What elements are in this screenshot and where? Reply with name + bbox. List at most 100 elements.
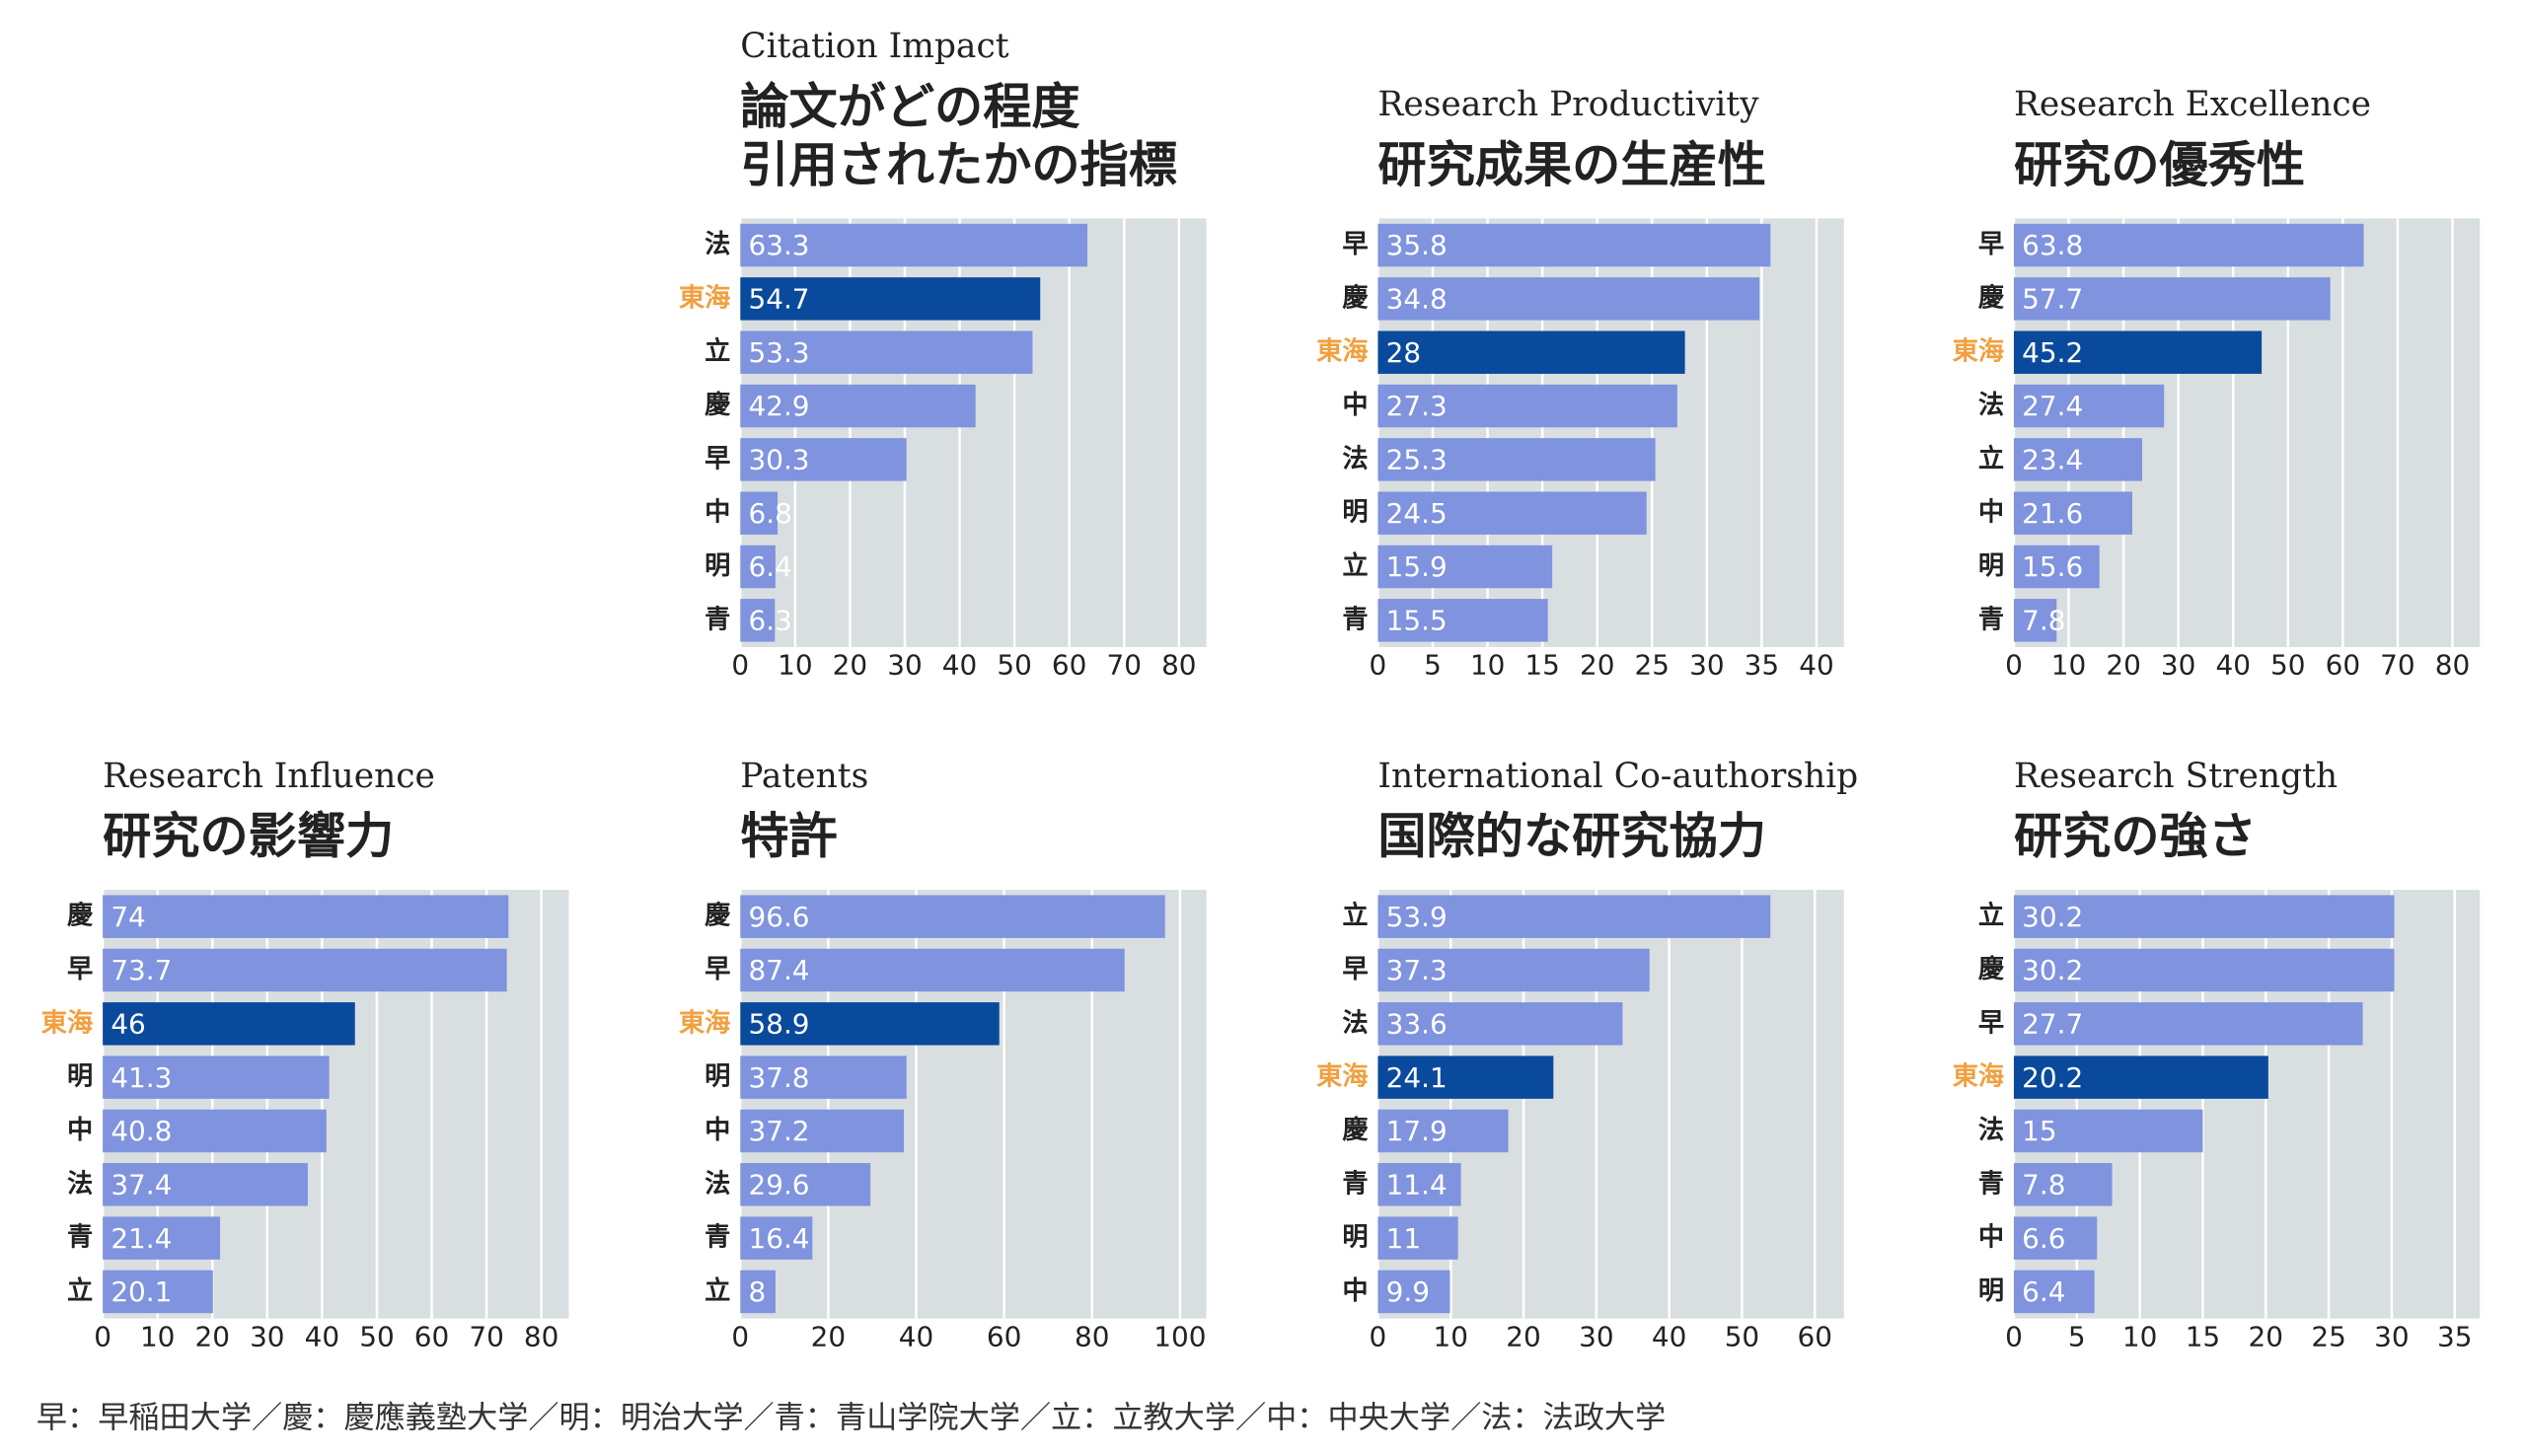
bar: [740, 438, 907, 481]
bar: [740, 1216, 813, 1260]
value-label: 15.6: [2022, 550, 2083, 583]
value-label: 11: [1386, 1222, 1421, 1255]
value-label: 57.7: [2022, 283, 2083, 316]
value-label: 7.8: [2022, 1168, 2065, 1201]
value-label: 17.9: [1386, 1115, 1448, 1147]
value-label: 29.6: [748, 1168, 809, 1201]
y-tick-label: 立: [705, 336, 730, 367]
value-label: 37.4: [111, 1168, 172, 1201]
value-label: 37.2: [748, 1115, 809, 1147]
value-label: 63.3: [748, 229, 809, 261]
y-tick-label: 東海: [1953, 337, 2004, 367]
value-label: 34.8: [1386, 283, 1448, 316]
x-tick-label: 5: [2068, 1320, 2086, 1352]
y-tick-label: 青: [1342, 605, 1368, 634]
x-tick-label: 0: [731, 649, 749, 682]
x-tick-label: 10: [778, 649, 812, 682]
y-tick-label: 明: [1978, 551, 2004, 581]
x-tick-label: 60: [414, 1320, 449, 1352]
bar: [2013, 384, 2165, 428]
value-label: 40.8: [111, 1115, 172, 1147]
bar: [740, 545, 776, 589]
x-tick-label: 0: [731, 1320, 749, 1352]
x-tick-label: 20: [811, 1320, 846, 1352]
bar: [103, 895, 509, 938]
chart-title: 研究の影響力: [103, 808, 394, 865]
value-label: 58.9: [748, 1007, 809, 1040]
x-tick-label: 20: [1580, 649, 1614, 682]
value-label: 6.6: [2022, 1222, 2065, 1255]
x-tick-label: 25: [1635, 649, 1670, 682]
y-tick-label: 中: [1342, 1276, 1368, 1306]
x-tick-label: 30: [1579, 1320, 1613, 1352]
y-tick-label: 中: [67, 1116, 93, 1145]
x-tick-label: 20: [2106, 649, 2140, 682]
y-tick-label: 早: [1342, 230, 1368, 259]
bar: [103, 1109, 327, 1153]
value-label: 16.4: [748, 1222, 809, 1255]
bar: [103, 1270, 213, 1314]
x-tick-label: 20: [195, 1320, 230, 1352]
value-label: 6.3: [748, 604, 791, 636]
y-tick-label: 慶: [1978, 954, 2005, 984]
y-tick-label: 青: [1978, 1169, 2004, 1199]
x-tick-label: 30: [2161, 649, 2195, 682]
y-tick-label: 早: [1978, 1008, 2004, 1038]
chart-title: 引用されたかの指標: [740, 136, 1177, 193]
value-label: 15.5: [1386, 604, 1448, 636]
chart-title: 論文がどの程度: [740, 78, 1079, 135]
bar: [740, 895, 1165, 938]
value-label: 96.6: [748, 901, 809, 933]
x-tick-label: 30: [2374, 1320, 2409, 1352]
chart-title: 特許: [740, 808, 837, 865]
value-label: 8: [748, 1275, 766, 1308]
value-label: 33.6: [1386, 1007, 1448, 1040]
y-tick-label: 法: [705, 230, 730, 259]
value-label: 25.3: [1386, 444, 1448, 476]
bar: [1377, 384, 1677, 428]
y-tick-label: 早: [705, 955, 730, 984]
footnote: 早：早稲田大学／慶：慶應義塾大学／明：明治大学／青：青山学院大学／立：立教大学／…: [37, 1400, 1666, 1435]
y-tick-label: 立: [1342, 550, 1368, 581]
value-label: 46: [111, 1007, 145, 1040]
x-tick-label: 10: [1433, 1320, 1467, 1352]
bar: [1377, 948, 1650, 992]
y-tick-label: 法: [1342, 1008, 1368, 1038]
bar: [103, 1216, 221, 1260]
x-tick-label: 50: [359, 1320, 394, 1352]
y-tick-label: 明: [67, 1062, 93, 1092]
y-tick-label: 明: [705, 551, 730, 581]
x-tick-label: 10: [2122, 1320, 2157, 1352]
y-tick-label: 慶: [705, 901, 731, 931]
x-tick-label: 10: [1470, 649, 1505, 682]
value-label: 74: [111, 901, 145, 933]
y-tick-label: 青: [705, 1223, 730, 1253]
x-tick-label: 30: [1689, 649, 1724, 682]
x-tick-label: 35: [2437, 1320, 2472, 1352]
bar: [740, 948, 1125, 992]
y-tick-label: 明: [705, 1062, 730, 1092]
y-tick-label: 早: [705, 444, 730, 473]
y-tick-label: 東海: [1316, 1062, 1368, 1092]
y-tick-label: 青: [1978, 605, 2004, 634]
bar: [1377, 1216, 1458, 1260]
value-label: 24.1: [1386, 1061, 1448, 1094]
value-label: 42.9: [748, 390, 809, 422]
value-label: 28: [1386, 336, 1421, 369]
y-tick-label: 中: [1342, 391, 1368, 420]
y-tick-label: 東海: [679, 283, 730, 313]
y-tick-label: 明: [1978, 1276, 2004, 1306]
x-tick-label: 0: [2005, 1320, 2023, 1352]
y-tick-label: 慶: [1342, 282, 1369, 313]
x-tick-label: 80: [1161, 649, 1196, 682]
x-tick-label: 40: [1652, 1320, 1686, 1352]
y-tick-label: 中: [1978, 1223, 2004, 1253]
value-label: 11.4: [1386, 1168, 1448, 1201]
y-tick-label: 慶: [1978, 282, 2005, 313]
y-tick-label: 慶: [1342, 1115, 1369, 1145]
y-tick-label: 明: [1342, 498, 1368, 528]
value-label: 27.7: [2022, 1007, 2083, 1040]
value-label: 41.3: [111, 1061, 172, 1094]
bar: [740, 384, 976, 428]
